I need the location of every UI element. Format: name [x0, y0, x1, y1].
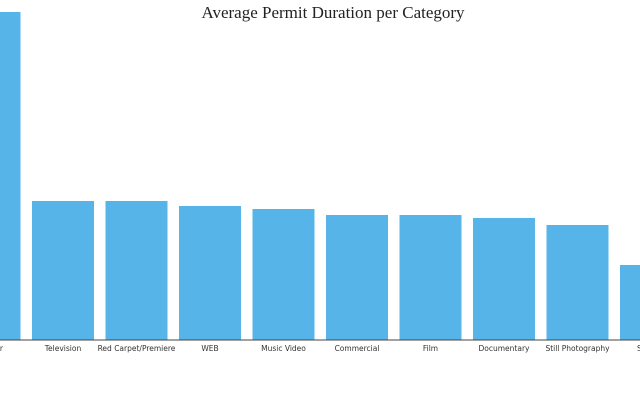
bar	[399, 215, 462, 340]
x-tick-label: WEB	[201, 344, 218, 353]
x-tick-label: Documentary	[479, 344, 531, 353]
x-tick-label: Commercial	[335, 344, 380, 353]
bar	[473, 218, 535, 340]
x-tick-label: S	[637, 344, 640, 353]
bar	[546, 225, 609, 340]
bar	[0, 12, 21, 340]
x-tick-label: Television	[44, 344, 82, 353]
bar	[179, 206, 241, 340]
x-tick-label: Still Photography	[545, 344, 610, 353]
bar	[105, 201, 168, 340]
x-tick-label: Music Video	[261, 344, 306, 353]
bar	[32, 201, 94, 340]
x-tick-label: r	[0, 344, 4, 353]
bar	[252, 209, 315, 340]
bar	[326, 215, 388, 340]
x-tick-label: Red Carpet/Premiere	[98, 344, 176, 353]
x-tick-label: Film	[423, 344, 438, 353]
bar	[620, 265, 640, 340]
chart-title: Average Permit Duration per Category	[201, 3, 465, 22]
